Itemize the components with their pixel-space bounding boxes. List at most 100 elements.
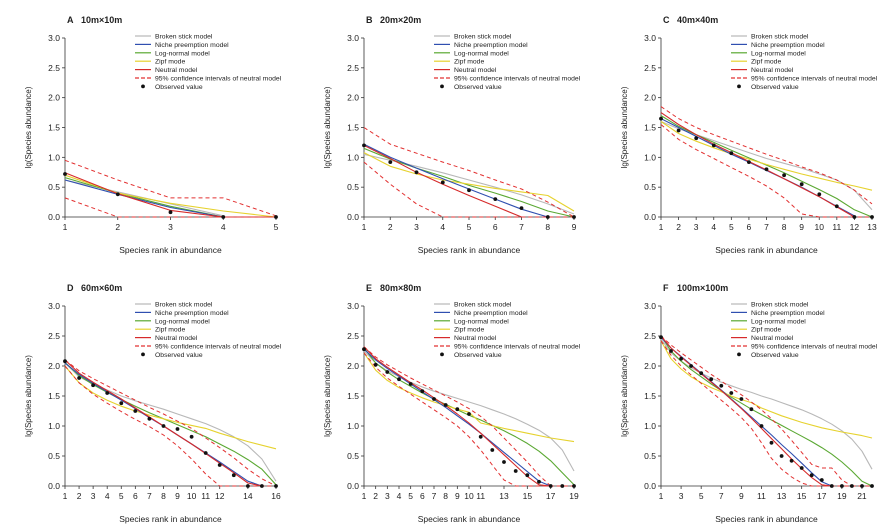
observed-point bbox=[467, 412, 471, 416]
legend-zipf-label: Zipf mode bbox=[454, 327, 484, 334]
x-tick-label: 8 bbox=[782, 222, 787, 232]
y-tick-label: 1.0 bbox=[48, 152, 60, 162]
x-tick-label: 17 bbox=[546, 491, 556, 501]
y-tick-label: 0.0 bbox=[644, 212, 656, 222]
x-tick-label: 5 bbox=[119, 491, 124, 501]
x-axis-title: Species rank in abundance bbox=[418, 514, 521, 524]
y-tick-label: 0.0 bbox=[48, 481, 60, 491]
panel-letter: E bbox=[366, 283, 372, 293]
y-tick-label: 1.0 bbox=[644, 421, 656, 431]
panel-F: 0.00.51.01.52.02.53.01 3 5 7 9 11 13 15 17 19 21Sp… bbox=[620, 283, 878, 524]
x-tick-label: 4 bbox=[397, 491, 402, 501]
observed-point bbox=[850, 484, 854, 488]
x-tick-label: 4 bbox=[105, 491, 110, 501]
observed-point bbox=[719, 383, 724, 388]
observed-point bbox=[513, 469, 518, 473]
panel-letter: D bbox=[67, 283, 74, 293]
niche-preemption-line bbox=[660, 118, 855, 217]
legend-ci-label: 95% confidence intervals of neutral mode… bbox=[155, 76, 282, 83]
observed-point bbox=[659, 116, 663, 121]
observed-point bbox=[260, 484, 264, 488]
legend-niche-label: Niche preemption model bbox=[454, 310, 528, 317]
observed-point bbox=[676, 128, 681, 133]
neutral-line bbox=[363, 346, 551, 487]
observed-point bbox=[362, 143, 366, 148]
panel-letter: A bbox=[67, 15, 74, 25]
log-normal-line bbox=[363, 347, 575, 486]
x-tick-label: 2 bbox=[676, 222, 681, 232]
legend-observed-label: Observed value bbox=[155, 352, 203, 359]
observed-point bbox=[414, 170, 419, 175]
legend-lognormal-label: Log-normal model bbox=[155, 318, 210, 325]
observed-point bbox=[782, 173, 786, 178]
y-tick-label: 0.5 bbox=[48, 451, 60, 461]
ci-upper-line bbox=[64, 359, 277, 487]
legend-neutral-label: Neutral model bbox=[155, 335, 198, 342]
legend-observed-label: Observed value bbox=[454, 352, 502, 359]
y-tick-label: 0.5 bbox=[644, 451, 656, 461]
legend-lognormal-label: Log-normal model bbox=[751, 50, 806, 57]
x-tick-label: 3 bbox=[168, 222, 173, 232]
x-tick-label: 15 bbox=[797, 491, 807, 501]
observed-point bbox=[77, 376, 81, 380]
ci-lower-line bbox=[363, 161, 574, 218]
y-tick-label: 3.0 bbox=[644, 33, 656, 43]
legend-broken-label: Broken stick model bbox=[454, 302, 512, 309]
legend-lognormal-label: Log-normal model bbox=[454, 318, 509, 325]
observed-point bbox=[490, 448, 495, 452]
observed-point bbox=[860, 484, 864, 488]
x-tick-label: 6 bbox=[493, 222, 498, 232]
observed-point bbox=[545, 215, 550, 219]
legend-observed-label: Observed value bbox=[155, 84, 203, 91]
y-tick-label: 0.5 bbox=[644, 182, 656, 192]
observed-point bbox=[870, 484, 874, 488]
observed-point bbox=[467, 188, 471, 193]
observed-point bbox=[749, 407, 754, 412]
y-tick-label: 2.5 bbox=[48, 331, 60, 341]
legend-neutral-label: Neutral model bbox=[751, 67, 794, 74]
observed-point bbox=[747, 160, 751, 165]
observed-point bbox=[397, 377, 401, 382]
x-tick-label: 11 bbox=[832, 222, 841, 232]
observed-point bbox=[525, 473, 530, 478]
panel-title: 80m×80m bbox=[380, 283, 421, 293]
y-tick-label: 3.0 bbox=[48, 33, 60, 43]
observed-point bbox=[388, 160, 393, 165]
x-tick-label: 3 bbox=[385, 491, 390, 501]
x-tick-label: 1 bbox=[659, 222, 664, 232]
x-tick-label: 2 bbox=[388, 222, 393, 232]
y-tick-label: 1.0 bbox=[347, 152, 359, 162]
log-normal-line bbox=[660, 335, 873, 487]
x-tick-label: 2 bbox=[373, 491, 378, 501]
x-tick-label: 13 bbox=[499, 491, 509, 501]
observed-point bbox=[789, 458, 794, 463]
x-tick-label: 9 bbox=[455, 491, 460, 501]
x-tick-label: 10 bbox=[187, 491, 197, 501]
broken-stick-line bbox=[660, 338, 873, 470]
log-normal-line bbox=[660, 115, 873, 218]
x-tick-label: 1 bbox=[362, 222, 367, 232]
ci-upper-line bbox=[64, 159, 277, 217]
ci-lower-line bbox=[64, 365, 276, 487]
legend-neutral-label: Neutral model bbox=[454, 335, 497, 342]
x-tick-label: 19 bbox=[837, 491, 847, 501]
observed-point bbox=[147, 416, 152, 421]
legend-neutral-label: Neutral model bbox=[751, 335, 794, 342]
legend-observed-marker bbox=[737, 352, 741, 357]
legend-zipf-label: Zipf mode bbox=[155, 327, 185, 334]
observed-point bbox=[679, 356, 683, 361]
x-tick-label: 7 bbox=[519, 222, 524, 232]
observed-point bbox=[432, 397, 436, 401]
x-tick-label: 2 bbox=[115, 222, 120, 232]
panel-A: 0.0 0.5 1.0 1.5 2.0 2.5 3.0 1 2 3 4 5 Species rank i… bbox=[24, 15, 282, 255]
x-tick-label: 13 bbox=[867, 222, 877, 232]
x-tick-label: 7 bbox=[764, 222, 769, 232]
panel-letter: F bbox=[663, 283, 669, 293]
observed-point bbox=[819, 478, 824, 482]
legend-neutral-label: Neutral model bbox=[155, 67, 198, 74]
panel-title: 60m×60m bbox=[81, 283, 122, 293]
